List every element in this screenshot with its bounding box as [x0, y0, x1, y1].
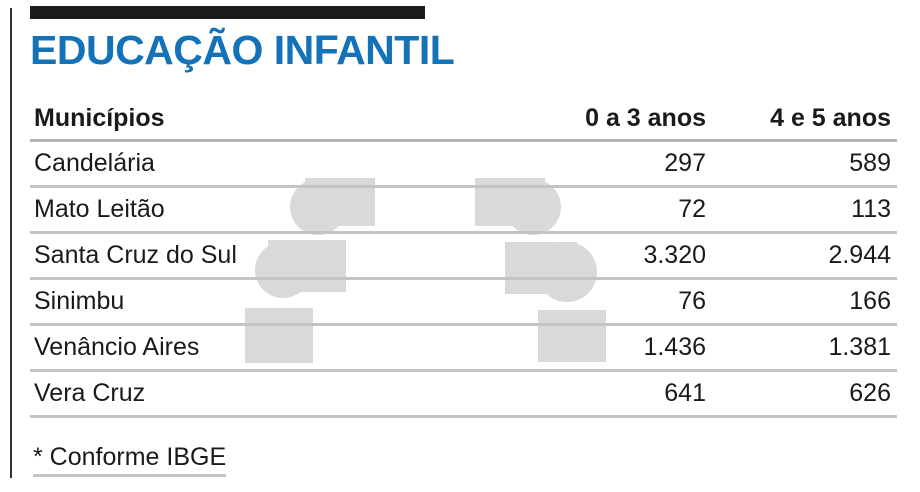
table-header-row: Municípios 0 a 3 anos 4 e 5 anos: [30, 98, 897, 142]
value-4-5: 589: [849, 149, 891, 177]
municipio-name: Santa Cruz do Sul: [34, 241, 237, 269]
value-0-3: 1.436: [643, 333, 706, 361]
table-row: Sinimbu 76 166: [30, 280, 897, 326]
education-table: Municípios 0 a 3 anos 4 e 5 anos Candelá…: [30, 98, 897, 418]
header-4-5-anos: 4 e 5 anos: [770, 104, 891, 132]
value-0-3: 76: [678, 287, 706, 315]
value-4-5: 113: [851, 195, 891, 223]
value-4-5: 1.381: [828, 333, 891, 361]
table-row: Santa Cruz do Sul 3.320 2.944: [30, 234, 897, 280]
table-row: Candelária 297 589: [30, 142, 897, 188]
value-4-5: 166: [849, 287, 891, 315]
table-row: Venâncio Aires 1.436 1.381: [30, 326, 897, 372]
value-0-3: 72: [678, 195, 706, 223]
municipio-name: Venâncio Aires: [34, 333, 200, 361]
header-municipios: Municípios: [34, 104, 165, 132]
municipio-name: Sinimbu: [34, 287, 125, 315]
value-0-3: 641: [664, 379, 706, 407]
left-vertical-rule: [10, 8, 12, 478]
value-4-5: 626: [849, 379, 891, 407]
municipio-name: Mato Leitão: [34, 195, 165, 223]
municipio-name: Vera Cruz: [34, 379, 146, 407]
value-0-3: 297: [664, 149, 706, 177]
value-0-3: 3.320: [643, 241, 706, 269]
value-4-5: 2.944: [828, 241, 891, 269]
municipio-name: Candelária: [34, 149, 155, 177]
source-footnote: * Conforme IBGE: [33, 441, 227, 477]
header-0-3-anos: 0 a 3 anos: [585, 104, 706, 132]
page-title: EDUCAÇÃO INFANTIL: [30, 27, 455, 73]
top-accent-bar: [30, 6, 425, 19]
table-row: Vera Cruz 641 626: [30, 372, 897, 418]
table-row: Mato Leitão 72 113: [30, 188, 897, 234]
